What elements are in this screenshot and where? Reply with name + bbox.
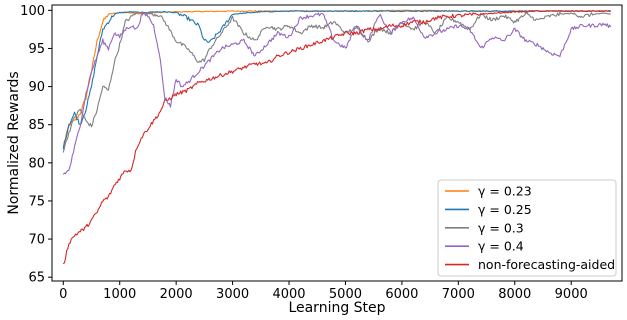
x-tick-label: 8000 <box>498 287 531 302</box>
legend-label-3: γ = 0.3 <box>478 220 524 235</box>
x-tick-label: 5000 <box>329 287 362 302</box>
x-tick-label: 7000 <box>442 287 475 302</box>
y-axis: 65 70 75 80 85 90 95 100 <box>20 4 52 286</box>
x-tick-label: 6000 <box>385 287 418 302</box>
series-line-2 <box>62 10 611 150</box>
y-tick-label: 100 <box>20 4 45 19</box>
legend-label-2: γ = 0.25 <box>478 202 532 217</box>
series-line-4 <box>62 12 612 175</box>
y-tick-label: 80 <box>28 156 45 171</box>
y-tick-label: 85 <box>28 118 45 133</box>
plot-frame <box>51 4 623 282</box>
y-tick-label: 70 <box>28 233 45 248</box>
legend: γ = 0.23 γ = 0.25 γ = 0.3 γ = 0.4 non-foreca… <box>437 179 617 277</box>
series-line-5 <box>62 10 611 265</box>
x-tick-label: 4000 <box>272 287 305 302</box>
x-axis: 0 1000 2000 3000 4000 5000 6000 7000 8000 9000 <box>59 281 588 302</box>
legend-label-5: non-forecasting-aided <box>478 257 615 272</box>
series-layer <box>62 9 612 265</box>
y-tick-label: 65 <box>28 271 45 286</box>
x-tick-label: 1000 <box>103 287 136 302</box>
legend-label-4: γ = 0.4 <box>478 239 524 254</box>
x-tick-label: 0 <box>59 287 67 302</box>
y-tick-label: 75 <box>28 194 45 209</box>
x-tick-label: 9000 <box>555 287 588 302</box>
y-tick-label: 95 <box>28 42 45 57</box>
x-axis-label: Learning Step <box>288 300 385 316</box>
legend-label-1: γ = 0.23 <box>478 184 532 199</box>
legend-entries: γ = 0.23 γ = 0.25 γ = 0.3 γ = 0.4 non-foreca… <box>445 184 615 272</box>
y-axis-label: Normalized Rewards <box>6 71 22 214</box>
x-tick-label: 2000 <box>160 287 193 302</box>
series-line-3 <box>62 11 611 153</box>
x-tick-label: 3000 <box>216 287 249 302</box>
legend-box <box>437 179 617 277</box>
y-tick-label: 90 <box>28 80 45 95</box>
